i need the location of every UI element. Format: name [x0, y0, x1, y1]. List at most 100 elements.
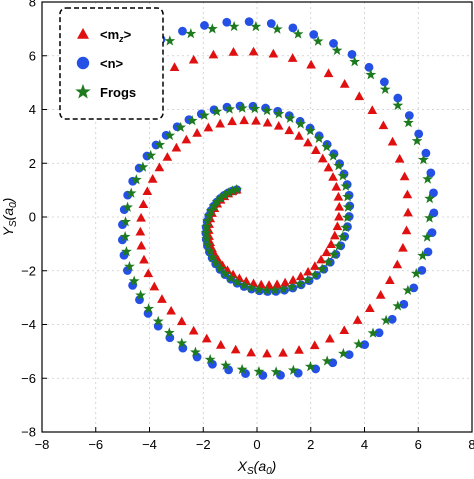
data-point	[157, 294, 167, 303]
data-point	[200, 227, 212, 238]
data-point	[164, 129, 176, 141]
y-tick-label: −2	[21, 263, 36, 278]
data-point	[119, 231, 131, 242]
data-point	[272, 279, 282, 289]
data-point	[164, 35, 176, 46]
data-point	[302, 274, 314, 285]
data-point	[365, 303, 375, 313]
x-axis-label: XS(a0)	[237, 458, 277, 474]
data-point	[312, 35, 324, 46]
data-point	[316, 263, 328, 274]
data-point	[207, 251, 218, 262]
data-point	[294, 131, 304, 140]
data-point	[288, 23, 298, 33]
data-point	[304, 125, 316, 136]
data-point	[337, 170, 349, 181]
data-point	[294, 345, 304, 354]
data-point	[208, 200, 220, 211]
data-point	[424, 212, 435, 223]
data-point	[176, 337, 188, 348]
data-point	[323, 162, 334, 172]
data-point	[287, 53, 298, 62]
data-point	[203, 210, 215, 221]
data-point	[333, 191, 344, 201]
data-point	[403, 207, 413, 217]
y-tick-label: 2	[29, 156, 36, 171]
data-point	[136, 212, 146, 222]
y-tick-label: −8	[21, 425, 36, 440]
data-point	[392, 259, 403, 269]
x-tick-label: 8	[468, 437, 474, 452]
data-point	[236, 102, 248, 113]
data-point	[380, 314, 392, 325]
data-point	[379, 77, 389, 87]
data-point	[316, 254, 326, 264]
data-point	[231, 276, 243, 287]
data-point	[288, 275, 298, 284]
data-point	[262, 348, 272, 358]
data-point	[163, 327, 175, 338]
data-point	[277, 283, 289, 294]
data-point	[309, 269, 321, 280]
data-point	[303, 137, 313, 147]
data-point	[145, 149, 157, 161]
data-point	[342, 201, 354, 212]
data-point	[417, 250, 429, 261]
data-point	[414, 129, 424, 139]
data-point	[143, 268, 154, 278]
data-point	[264, 280, 274, 289]
data-point	[130, 174, 142, 185]
data-point	[250, 21, 262, 32]
data-point	[284, 112, 296, 123]
data-point	[236, 363, 248, 375]
data-point	[367, 105, 378, 114]
data-point	[401, 225, 412, 235]
data-point	[394, 153, 405, 163]
data-point	[365, 69, 377, 80]
x-tick-label: 2	[307, 437, 314, 452]
y-tick-label: 4	[29, 102, 36, 117]
data-point	[124, 260, 135, 272]
data-point	[138, 199, 149, 209]
data-point	[278, 347, 288, 357]
data-point	[287, 364, 299, 375]
data-point	[328, 172, 338, 181]
data-point	[378, 120, 389, 130]
data-point	[327, 150, 339, 161]
data-point	[392, 300, 404, 311]
data-point	[136, 240, 147, 250]
data-point	[329, 230, 340, 240]
data-point	[185, 28, 197, 39]
data-point	[231, 183, 243, 195]
data-point	[214, 262, 226, 274]
data-point	[429, 208, 439, 218]
data-point	[310, 261, 320, 270]
data-point	[410, 267, 422, 279]
data-point	[292, 28, 304, 39]
data-point	[339, 325, 350, 335]
data-point	[139, 254, 149, 264]
data-point	[220, 359, 232, 371]
legend-label-mz: <mz>	[100, 27, 132, 44]
data-point	[295, 118, 307, 129]
data-point	[294, 278, 306, 289]
data-point	[305, 361, 316, 372]
data-point	[339, 79, 350, 88]
data-point	[206, 23, 218, 34]
data-point	[190, 346, 201, 357]
data-point	[175, 121, 187, 133]
data-point	[125, 187, 137, 198]
data-point	[429, 188, 438, 198]
data-point	[333, 160, 345, 171]
data-point	[333, 240, 345, 251]
data-point	[169, 62, 180, 71]
data-point	[201, 221, 212, 232]
data-point	[223, 187, 234, 198]
data-point	[261, 104, 273, 116]
data-point	[374, 328, 384, 338]
x-tick-label: 6	[415, 437, 422, 452]
data-point	[228, 46, 239, 56]
data-point	[219, 189, 230, 200]
data-point	[331, 181, 342, 191]
data-point	[393, 93, 403, 103]
